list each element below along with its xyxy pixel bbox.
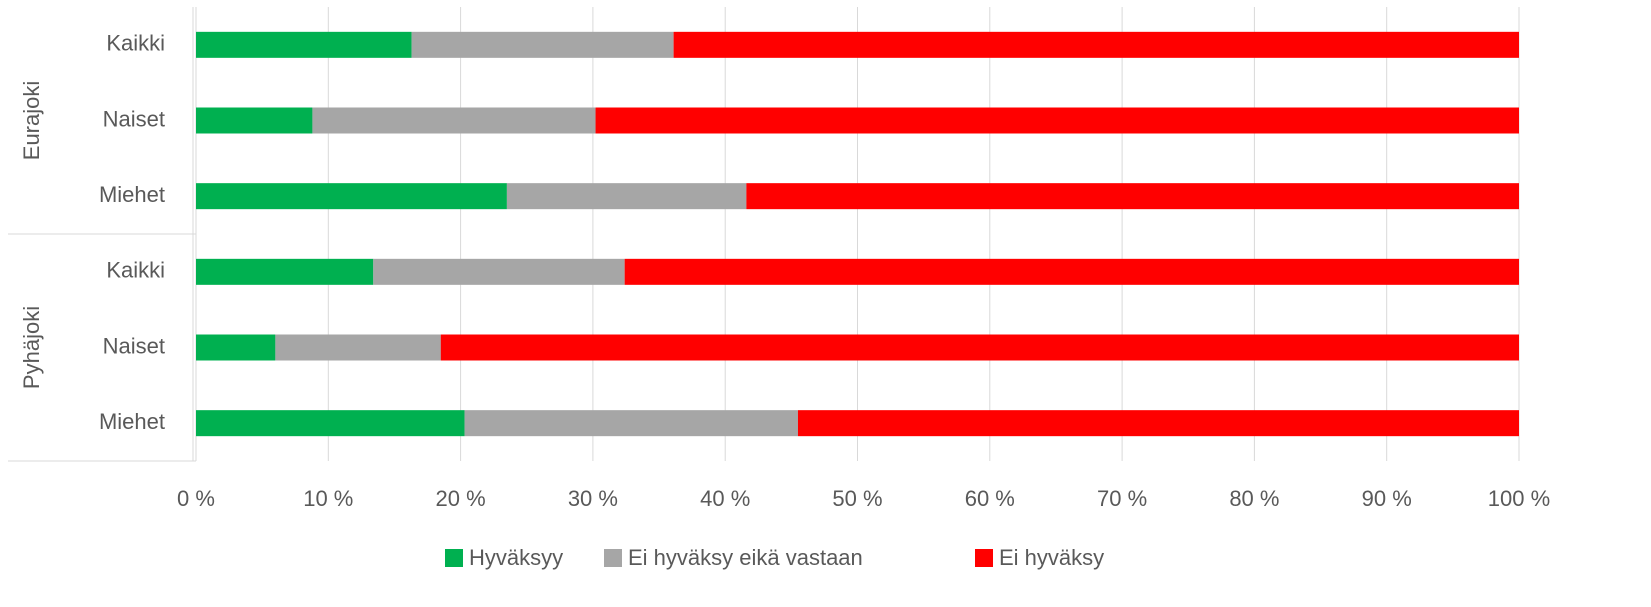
group-label: Eurajoki — [19, 81, 44, 160]
group-label: Pyhäjoki — [19, 306, 44, 389]
bar-segment — [196, 107, 313, 134]
legend-label: Ei hyväksy — [999, 545, 1104, 570]
bar-segment — [196, 410, 465, 437]
y-tick-label: Miehet — [99, 409, 165, 434]
bar-segment — [464, 410, 798, 437]
y-tick-label: Kaikki — [106, 31, 165, 56]
y-tick-label: Miehet — [99, 182, 165, 207]
legend-label: Ei hyväksy eikä vastaan — [628, 545, 863, 570]
legend-label: Hyväksyy — [469, 545, 563, 570]
bar-segment — [440, 334, 1519, 361]
bar-segment — [312, 107, 596, 134]
bar-segment — [196, 183, 507, 210]
legend-swatch — [445, 549, 463, 567]
bar-segment — [746, 183, 1519, 210]
legend-swatch — [975, 549, 993, 567]
bar-segment — [196, 334, 276, 361]
bar-segment — [506, 183, 747, 210]
bar-segment — [411, 31, 674, 58]
x-tick-label: 30 % — [568, 486, 618, 511]
x-tick-label: 100 % — [1488, 486, 1550, 511]
bar-segment — [196, 258, 374, 285]
x-tick-label: 20 % — [436, 486, 486, 511]
bar-segment — [373, 258, 625, 285]
x-tick-label: 90 % — [1362, 486, 1412, 511]
legend-swatch — [604, 549, 622, 567]
bar-segment — [595, 107, 1519, 134]
bar-segment — [275, 334, 441, 361]
x-tick-label: 70 % — [1097, 486, 1147, 511]
bar-segment — [624, 258, 1519, 285]
bar-segment — [797, 410, 1519, 437]
x-tick-label: 80 % — [1229, 486, 1279, 511]
bar-segment — [196, 31, 412, 58]
y-tick-label: Naiset — [103, 333, 165, 358]
y-tick-label: Kaikki — [106, 258, 165, 283]
x-tick-label: 40 % — [700, 486, 750, 511]
x-tick-label: 0 % — [177, 486, 215, 511]
x-tick-label: 50 % — [832, 486, 882, 511]
x-tick-label: 10 % — [303, 486, 353, 511]
bar-segment — [673, 31, 1519, 58]
x-tick-label: 60 % — [965, 486, 1015, 511]
y-tick-label: Naiset — [103, 106, 165, 131]
